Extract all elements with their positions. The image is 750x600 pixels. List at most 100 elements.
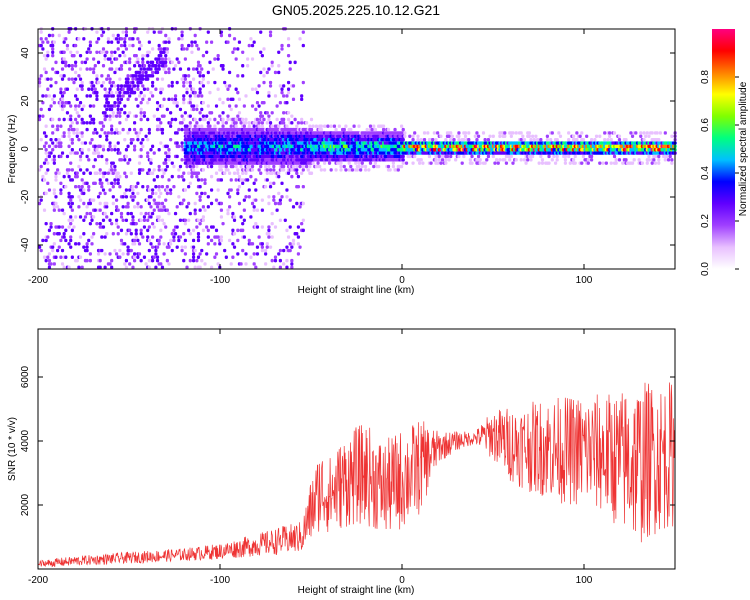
heatmap-cell	[46, 40, 50, 44]
heatmap-cell	[85, 127, 89, 132]
heatmap-cell	[205, 252, 209, 256]
heatmap-cell	[657, 158, 661, 162]
heatmap-cell	[101, 144, 106, 149]
heatmap-cell	[110, 148, 114, 152]
heatmap-cell	[129, 171, 133, 175]
heatmap-cell	[241, 181, 245, 186]
heatmap-cell	[657, 154, 661, 159]
heatmap-cell	[98, 191, 102, 196]
heatmap-cell	[128, 67, 132, 71]
heatmap-cell	[180, 144, 184, 149]
heatmap-cell	[195, 225, 199, 229]
heatmap-cell	[49, 225, 53, 229]
heatmap-cell	[285, 245, 289, 249]
heatmap-cell	[136, 238, 140, 243]
heatmap-cell	[136, 191, 140, 196]
heatmap-cell	[96, 80, 101, 85]
heatmap-cell	[200, 107, 204, 112]
heatmap-cell	[401, 154, 405, 159]
heatmap-cell	[64, 64, 68, 68]
heatmap-cell	[195, 164, 199, 169]
heatmap-cell	[57, 245, 61, 249]
heatmap-cell	[357, 164, 361, 169]
heatmap-cell	[347, 161, 351, 165]
heatmap-cell	[255, 117, 260, 122]
heatmap-cell	[42, 178, 47, 182]
heatmap-cell	[201, 74, 205, 78]
heatmap-cell	[105, 50, 109, 54]
heatmap-cell	[128, 262, 132, 266]
heatmap-cell	[355, 168, 359, 172]
heatmap-cell	[154, 265, 158, 270]
heatmap-cell	[260, 242, 264, 246]
heatmap-cell	[98, 201, 102, 206]
heatmap-cell	[164, 40, 168, 44]
heatmap-cell	[133, 205, 137, 209]
heatmap-cell	[88, 141, 92, 145]
heatmap-cell	[314, 124, 319, 128]
heatmap-cell	[113, 168, 117, 172]
heatmap-cell	[239, 164, 243, 169]
heatmap-cell	[151, 144, 155, 149]
heatmap-cell	[169, 191, 173, 196]
heatmap-cell	[422, 137, 427, 142]
heatmap-cell	[486, 137, 491, 142]
heatmap-cell	[46, 161, 50, 165]
heatmap-cell	[437, 158, 441, 162]
heatmap-cell	[141, 77, 145, 81]
heatmap-cell	[93, 64, 97, 68]
heatmap-cell	[319, 168, 323, 172]
heatmap-cell	[54, 255, 58, 259]
heatmap-cell	[110, 131, 114, 135]
heatmap-cell	[51, 248, 55, 253]
heatmap-cell	[100, 235, 104, 239]
heatmap-cell	[270, 111, 274, 115]
heatmap-cell	[111, 201, 115, 206]
heatmap-cell	[216, 235, 220, 239]
heatmap-cell	[190, 43, 194, 48]
heatmap-cell	[105, 137, 109, 142]
heatmap-cell	[98, 168, 102, 172]
heatmap-cell	[195, 43, 199, 48]
heatmap-cell	[205, 50, 209, 54]
heatmap-cell	[44, 171, 48, 175]
heatmap-cell	[590, 158, 594, 162]
heatmap-cell	[290, 121, 294, 125]
heatmap-cell	[157, 43, 161, 48]
heatmap-cell	[270, 221, 274, 226]
heatmap-cell	[637, 158, 641, 162]
heatmap-cell	[612, 131, 617, 135]
heatmap-cell	[118, 114, 122, 118]
heatmap-cell	[134, 114, 138, 118]
heatmap-cell	[133, 195, 137, 199]
heatmap-cell	[267, 225, 271, 229]
heatmap-cell	[357, 161, 361, 165]
heatmap-cell	[137, 171, 142, 175]
heatmap-cell	[665, 154, 669, 159]
heatmap-cell	[80, 151, 84, 155]
heatmap-cell	[93, 87, 97, 91]
heatmap-cell	[244, 117, 248, 122]
heatmap-cell	[177, 127, 181, 132]
heatmap-cell	[526, 158, 530, 162]
heatmap-cell	[264, 252, 268, 256]
heatmap-cell	[47, 228, 52, 233]
heatmap-cell	[116, 208, 120, 212]
heatmap-cell	[234, 87, 238, 91]
heatmap-cell	[411, 137, 415, 142]
heatmap-cell	[647, 134, 651, 138]
heatmap-cell	[59, 255, 63, 259]
heatmap-cell	[318, 164, 322, 169]
heatmap-cell	[286, 117, 291, 122]
heatmap-cell	[449, 154, 453, 159]
heatmap-cell	[126, 80, 130, 85]
heatmap-cell	[431, 137, 435, 142]
heatmap-cell	[149, 242, 153, 246]
heatmap-cell	[100, 127, 104, 132]
heatmap-cell	[193, 40, 197, 44]
heatmap-cell	[295, 171, 299, 175]
heatmap-cell	[267, 164, 271, 169]
heatmap-cell	[173, 97, 178, 102]
heatmap-cell	[146, 30, 150, 34]
heatmap-cell	[268, 80, 273, 85]
